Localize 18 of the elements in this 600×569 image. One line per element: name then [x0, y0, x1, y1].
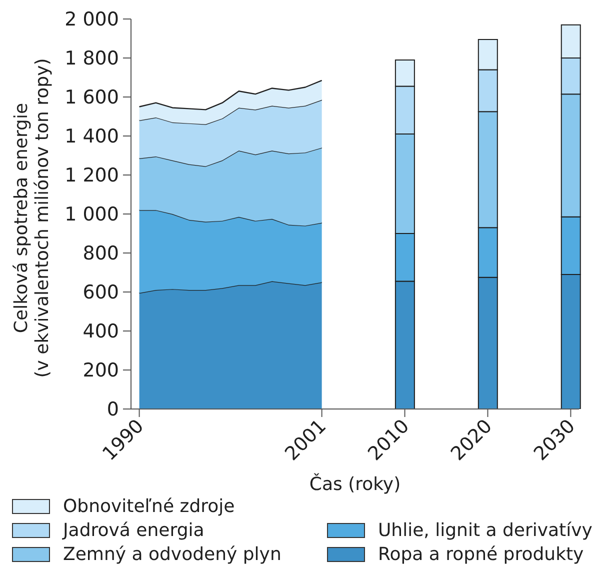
- legend-label: Obnoviteľné zdroje: [63, 495, 235, 519]
- y-tick-label: 600: [82, 282, 119, 304]
- legend-label: Zemný a odvodený plyn: [63, 543, 282, 567]
- y-tick-label: 1 000: [64, 204, 119, 226]
- y-tick-label: 400: [82, 320, 119, 343]
- x-axis-title: Čas (roky): [309, 473, 401, 495]
- y-tick-label: 1 200: [64, 164, 119, 187]
- y-tick-label: 1 400: [64, 126, 119, 148]
- y-tick-label: 1 600: [64, 86, 119, 109]
- y-tick-label: 200: [82, 360, 119, 382]
- y-tick-label: 0: [106, 398, 119, 421]
- legend-label: Uhlie, lignit a derivatívy: [378, 519, 592, 543]
- legend-label: Jadrová energia: [63, 519, 204, 543]
- legend-label: Ropa a ropné produkty: [378, 543, 584, 567]
- y-axis-title: Celková spotreba energie (v ekvivalentoch miliónov ton ropy): [11, 58, 53, 378]
- y-tick-label: 800: [82, 242, 119, 265]
- y-tick-label: 1 800: [64, 48, 119, 70]
- y-tick-label: 2 000: [64, 8, 119, 31]
